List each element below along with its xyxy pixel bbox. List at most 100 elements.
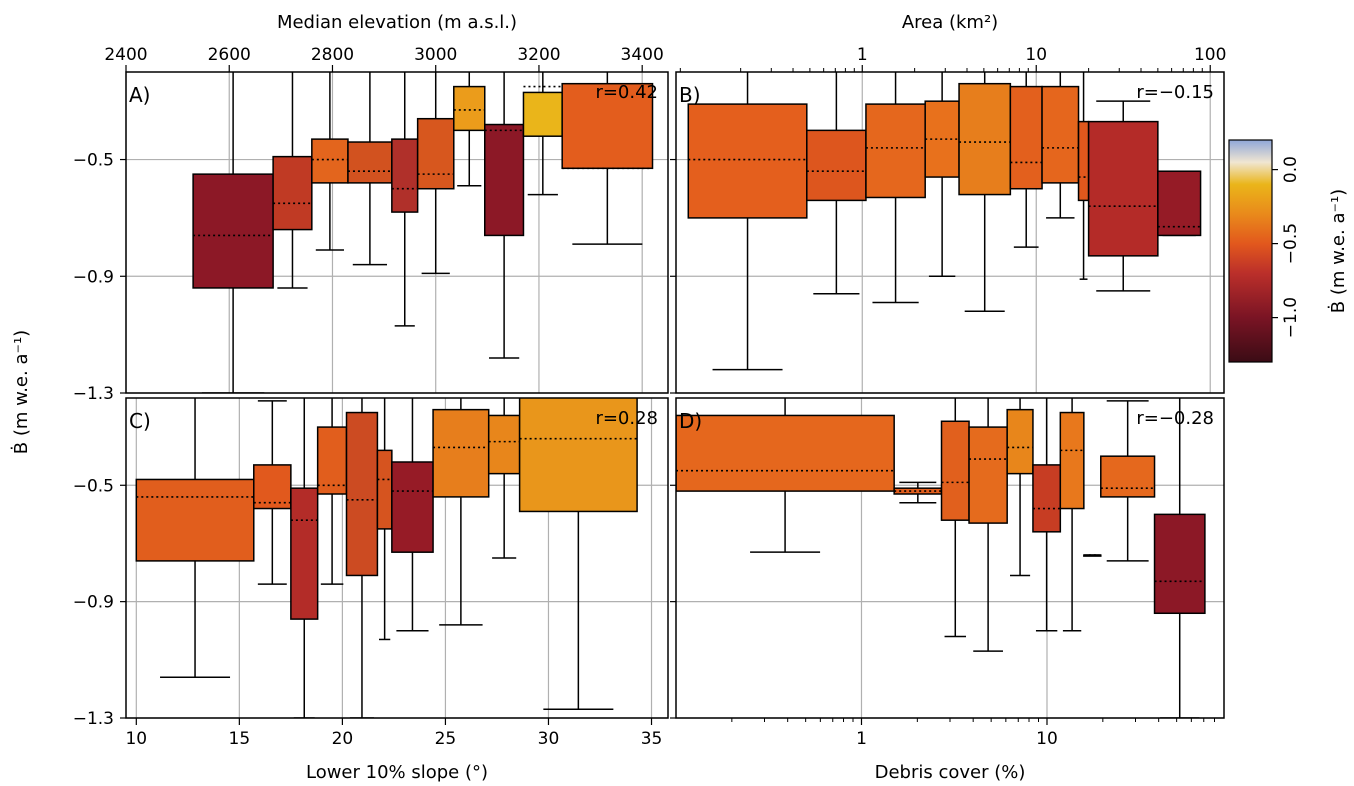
box <box>487 398 521 559</box>
colorbar-tick-label: −1.0 <box>1281 297 1301 338</box>
colorbar-gradient <box>1228 139 1273 363</box>
box <box>1077 72 1090 280</box>
box <box>376 398 393 641</box>
box-body <box>958 82 1012 196</box>
box-body <box>311 138 349 184</box>
box-body <box>1009 85 1043 190</box>
y-tick-label: −0.9 <box>73 593 114 613</box>
panel-b: 1 10 100 Area (km²) B) r=−0.15 <box>670 12 1226 394</box>
correlation-label: r=0.42 <box>595 82 658 103</box>
box <box>940 398 970 638</box>
box <box>311 72 349 251</box>
box-body <box>1153 513 1206 615</box>
box-body <box>1059 411 1085 510</box>
box-body <box>1100 455 1156 498</box>
box <box>391 398 434 632</box>
panel-d: 1 10 Debris cover (%) D) r=−0.28 <box>670 397 1225 783</box>
box <box>484 72 525 359</box>
box-body <box>453 85 486 132</box>
boxes <box>687 72 1202 371</box>
x-tick-label: 3200 <box>517 45 560 65</box>
x-tick-label: 2800 <box>311 45 354 65</box>
panel-label: A) <box>129 83 150 107</box>
box-body <box>135 478 255 562</box>
box-body <box>1006 408 1034 475</box>
box-body <box>522 91 563 137</box>
box <box>806 72 867 295</box>
box-body <box>865 103 926 199</box>
box <box>253 400 292 585</box>
correlation-label: r=−0.28 <box>1136 408 1214 429</box>
x-tick-label: 10 <box>1036 729 1058 749</box>
x-tick-label: 2600 <box>208 45 251 65</box>
box-body <box>347 141 393 184</box>
boxes <box>192 72 654 393</box>
box-body <box>1087 120 1159 257</box>
panel-frame <box>125 397 669 719</box>
box <box>1006 398 1034 577</box>
box-body <box>940 420 970 521</box>
box <box>1032 398 1062 632</box>
box <box>1100 400 1156 562</box>
panel-label: D) <box>679 409 702 433</box>
box-body <box>1032 464 1062 533</box>
box-body <box>518 398 638 513</box>
box-body <box>391 461 434 553</box>
colorbar-tick-label: 0.0 <box>1281 156 1301 183</box>
box <box>561 72 654 245</box>
box-body <box>376 449 393 530</box>
box <box>968 398 1008 652</box>
x-axis-label: Area (km²) <box>902 12 998 33</box>
box-body <box>676 414 895 492</box>
box <box>1009 72 1043 248</box>
colorbar-tick-label: −0.5 <box>1281 223 1301 264</box>
y-tick-label: −0.9 <box>73 267 114 287</box>
panel-frame <box>125 71 669 394</box>
x-axis-label: Debris cover (%) <box>875 762 1026 783</box>
box-body <box>316 426 348 495</box>
x-tick-label: 20 <box>332 729 354 749</box>
box <box>1087 100 1159 292</box>
x-tick-label: 35 <box>641 729 663 749</box>
box-body <box>1041 85 1080 184</box>
panels: −0.5 −0.9 −1.3 2400 2600 2800 3000 3200 3400 Medi… <box>73 12 1227 783</box>
box-body <box>1083 554 1102 557</box>
box-body <box>806 129 867 202</box>
box <box>416 72 455 275</box>
box-body <box>432 408 490 498</box>
box <box>1157 170 1202 237</box>
box <box>865 72 926 304</box>
box-body <box>968 426 1008 524</box>
x-tick-label: 25 <box>435 729 457 749</box>
boxes <box>135 398 638 718</box>
correlation-label: r=0.28 <box>595 408 658 429</box>
panel-c: −0.5 −0.9 −1.3 10 15 20 25 30 35 Lower 10% slope … <box>73 397 669 783</box>
box <box>1059 398 1085 632</box>
x-axis-label: Lower 10% slope (°) <box>306 762 488 783</box>
box-body <box>561 82 654 170</box>
x-tick-label: 10 <box>1025 45 1047 65</box>
box <box>135 398 255 679</box>
boxes <box>676 398 1206 718</box>
x-tick-label: 3400 <box>621 45 664 65</box>
x-tick-label: 10 <box>125 729 147 749</box>
colorbar: 0.0 −0.5 −1.0 Ḃ (m w.e. a⁻¹) <box>1228 139 1349 363</box>
x-tick-label: 30 <box>538 729 560 749</box>
box <box>1041 72 1080 219</box>
box-body <box>416 117 455 190</box>
y-tick-label: −0.5 <box>73 476 114 496</box>
x-tick-label: 3000 <box>414 45 457 65</box>
box-body <box>1077 120 1090 202</box>
box <box>290 398 319 718</box>
panel-frame <box>675 71 1225 394</box>
box-body <box>345 411 379 577</box>
x-tick-label: 1 <box>856 729 867 749</box>
box <box>1153 398 1206 718</box>
box-body <box>253 464 292 510</box>
box-body <box>192 173 274 289</box>
box-body <box>484 123 525 237</box>
box <box>687 72 808 371</box>
panel-a: −0.5 −0.9 −1.3 2400 2600 2800 3000 3200 3400 Medi… <box>73 12 669 404</box>
box <box>316 398 348 585</box>
